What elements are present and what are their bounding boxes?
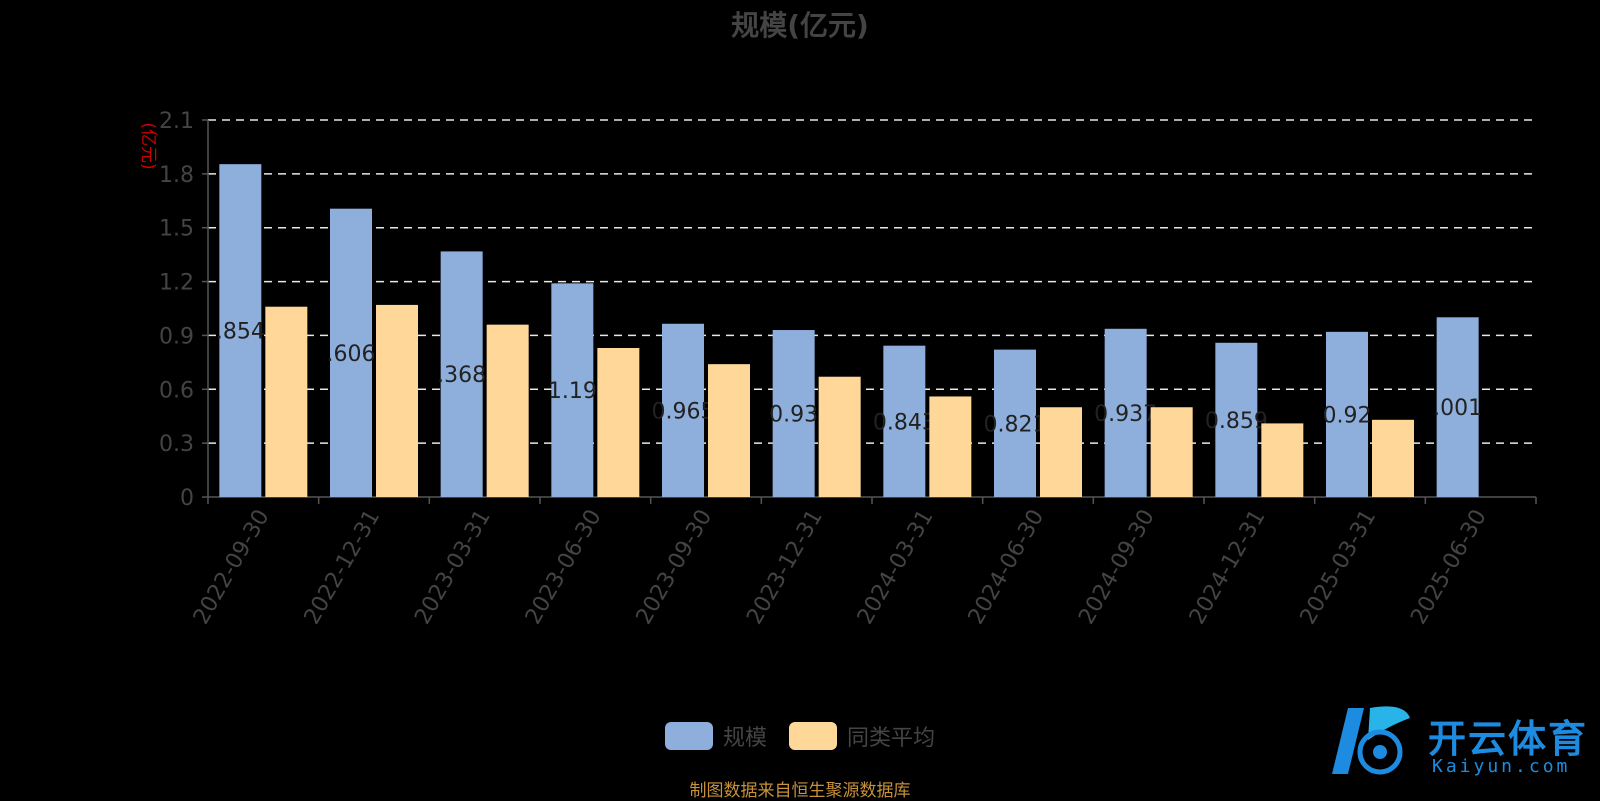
bar-1-2025-03-31 <box>1372 419 1414 497</box>
bar-0-2024-03-31 <box>883 345 926 497</box>
bar-0-2025-03-31 <box>1326 331 1368 497</box>
data-label: 0.93 <box>769 403 818 428</box>
bar-1-2024-03-31 <box>929 396 972 497</box>
data-label: 0.859 <box>1205 409 1268 434</box>
data-label: .368 <box>437 363 486 388</box>
x-tick-label: 2022-09-30 <box>189 506 275 629</box>
kaiyun-logo <box>1332 706 1410 775</box>
y-tick-label: 2.1 <box>159 109 194 134</box>
y-tick-label: 1.8 <box>159 163 194 188</box>
chart-title: 规模(亿元) <box>731 9 869 42</box>
x-tick-label: 2023-03-31 <box>410 506 496 629</box>
data-label: .854 <box>216 320 265 345</box>
data-label: 1.19 <box>548 379 597 404</box>
x-tick-label: 2024-06-30 <box>964 506 1050 629</box>
y-tick-label: 0.9 <box>159 324 194 349</box>
data-label: 0.92 <box>1323 403 1372 428</box>
bar-1-2023-06-30 <box>597 347 640 497</box>
bar-0-2024-12-31 <box>1215 342 1258 497</box>
y-tick-label: 0 <box>180 486 194 511</box>
y-tick-label: 0.3 <box>159 432 194 457</box>
x-tick-label: 2023-06-30 <box>521 506 607 629</box>
watermark-url: Kaiyun.com <box>1432 756 1571 777</box>
y-tick-label: 1.5 <box>159 217 194 242</box>
bar-0-2023-06-30 <box>551 283 594 497</box>
y-axis-label: (亿元) <box>138 122 158 169</box>
data-label: 0.821 <box>984 412 1047 437</box>
legend-label-peer-average: 同类平均 <box>847 726 936 751</box>
y-tick-label: 0.6 <box>159 378 194 403</box>
bar-0-2024-06-30 <box>994 349 1036 497</box>
legend-item-scale[interactable]: 规模 <box>664 720 767 752</box>
bar-1-2023-12-31 <box>818 376 861 497</box>
bar-1-2024-06-30 <box>1040 407 1082 497</box>
x-tick-label: 2023-09-30 <box>632 506 718 629</box>
bar-0-2022-09-30 <box>219 164 262 498</box>
x-tick-label: 2024-12-31 <box>1185 506 1271 629</box>
x-tick-label: 2025-03-31 <box>1296 506 1382 629</box>
bar-1-2022-12-31 <box>376 304 418 497</box>
bar-0-2024-09-30 <box>1104 328 1147 497</box>
bar-1-2022-09-30 <box>265 306 308 497</box>
x-tick-label: 2024-03-31 <box>853 506 939 629</box>
bar-0-2023-03-31 <box>440 251 483 497</box>
bar-0-2022-12-31 <box>330 208 372 498</box>
data-label: .001 <box>1433 396 1482 421</box>
bar-1-2024-12-31 <box>1261 423 1304 497</box>
bar-1-2023-03-31 <box>486 324 529 497</box>
data-label: 0.937 <box>1094 402 1157 427</box>
data-label: .606 <box>327 342 376 367</box>
x-tick-label: 2023-12-31 <box>742 506 828 629</box>
source-footnote: 制图数据来自恒生聚源数据库 <box>689 781 911 801</box>
legend-label-scale: 规模 <box>722 726 767 751</box>
watermark-brand: 开云体育 <box>1428 717 1589 761</box>
bar-0-2023-09-30 <box>662 323 704 497</box>
data-label: 0.965 <box>652 399 715 424</box>
y-tick-label: 1.2 <box>159 271 194 296</box>
x-tick-label: 2024-09-30 <box>1074 506 1160 629</box>
x-tick-label: 2025-06-30 <box>1406 506 1492 629</box>
data-label: 0.843 <box>873 410 936 435</box>
bar-1-2023-09-30 <box>708 364 750 497</box>
legend: 规模 同类平均 <box>0 720 1600 752</box>
bar-0-2023-12-31 <box>772 330 815 497</box>
bar-0-2025-06-30 <box>1436 317 1479 497</box>
legend-item-peer-average[interactable]: 同类平均 <box>789 720 935 752</box>
x-tick-label: 2022-12-31 <box>300 506 386 629</box>
legend-swatch-scale <box>664 722 713 750</box>
legend-swatch-peer-average <box>789 722 837 750</box>
bar-1-2024-09-30 <box>1150 407 1193 497</box>
